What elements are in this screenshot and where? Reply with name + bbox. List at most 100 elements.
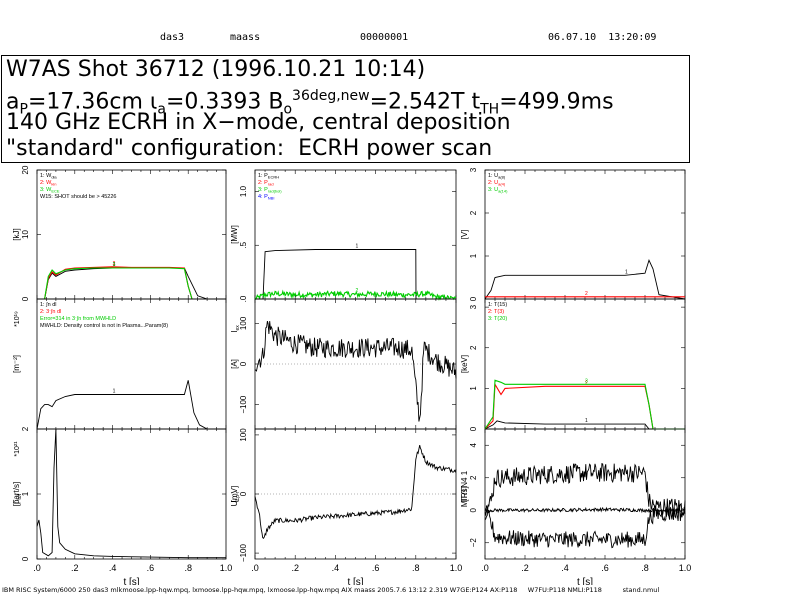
legend-sub-r1c2-3: NBI bbox=[268, 196, 275, 201]
y-tick-label-r3c2: 100 bbox=[239, 428, 248, 442]
series-marker-r2c3-2: 3 bbox=[585, 378, 588, 384]
legend-entry-r1c3-1: 2: Ua(4) bbox=[488, 180, 506, 187]
y-tick-label-r2c3: 1 bbox=[469, 386, 478, 391]
x-axis-label-r3c2: t [s] bbox=[347, 577, 363, 585]
series-line-r1c2-1 bbox=[254, 289, 457, 302]
y-tick-label-r1c2: .0 bbox=[239, 295, 248, 302]
panel-frame-r1c1 bbox=[36, 169, 227, 300]
x-tick-label-r3c3: .6 bbox=[601, 563, 609, 573]
series-line-r2c1-0 bbox=[36, 380, 226, 430]
legend-entry-r2c1-1: 2: 3⋅∫n dl bbox=[40, 309, 61, 315]
y-exponent-r2c1: *10¹⁹ bbox=[14, 311, 21, 327]
x-tick-label-r3c3: .0 bbox=[481, 563, 489, 573]
title-line-3: 140 GHz ECRH in X−mode, central depositi… bbox=[6, 110, 511, 135]
footer-info: IBM RISC System/6000 250 das3 mlkmoose.l… bbox=[2, 586, 660, 594]
series-marker-r1c2-0: 1 bbox=[356, 244, 359, 250]
header-counter: 00000001 bbox=[360, 32, 409, 43]
y-tick-label-r1c3: 3 bbox=[469, 167, 478, 172]
series-line-r3c3-2 bbox=[484, 505, 686, 549]
y-tick-label-r1c1: 10 bbox=[21, 230, 30, 239]
y-tick-label-r1c1: 20 bbox=[21, 165, 30, 174]
series-line-r1c1-1 bbox=[44, 266, 193, 300]
b-value: =2.542T bbox=[369, 89, 465, 115]
title-box: W7AS Shot 36712 (1996.10.21 10:14) aP=17… bbox=[1, 55, 690, 163]
y-tick-label-r3c3: 4 bbox=[469, 442, 478, 447]
legend-entry-r1c1-1: 2: Wkin bbox=[40, 180, 56, 187]
y-axis-label-r2c1: [m⁻²] bbox=[12, 355, 21, 373]
y-tick-label-r2c2: 0 bbox=[239, 361, 248, 366]
y-tick-label-r1c1: 0 bbox=[21, 296, 30, 301]
print-header: das3 maass 00000001 06.07.10 13:20:09 bbox=[0, 0, 792, 50]
x-tick-label-r3c1: .8 bbox=[184, 563, 192, 573]
series-line-r2c2-0 bbox=[254, 320, 457, 422]
legend-entry-r1c2-0: 1: PECRH bbox=[258, 173, 279, 180]
legend-sub-r1c1-1: kin bbox=[51, 182, 56, 187]
legend-entry-r2c1-2: Error=314 in 3⋅∫n from MWHLD bbox=[40, 316, 116, 322]
legend-entry-r1c1-0: 1: Wdia bbox=[40, 173, 57, 180]
series-line-r1c1-0 bbox=[37, 267, 226, 300]
series-marker-r1c2-1: 2 bbox=[356, 288, 359, 294]
y-axis-label-r1c3: [V] bbox=[460, 230, 469, 240]
panel-frame-r1c2 bbox=[254, 169, 457, 300]
title-line-4: "standard" configuration: ECRH power sca… bbox=[6, 136, 493, 161]
legend-entry-r1c2-3: 4: PNBI bbox=[258, 194, 274, 201]
x-axis-label-r3c1: t [s] bbox=[123, 577, 139, 585]
ap-value: =17.36cm bbox=[27, 89, 143, 115]
x-tick-label-r3c1: 1.0 bbox=[220, 563, 233, 573]
title-line-1: W7AS Shot 36712 (1996.10.21 10:14) bbox=[6, 57, 426, 82]
y-tick-label-r1c3: 1 bbox=[469, 253, 478, 258]
series-marker-r1c1-2: 3 bbox=[113, 262, 116, 268]
iota-value: =0.3393 bbox=[165, 89, 262, 115]
series-line-r3c1-0 bbox=[36, 428, 226, 559]
x-tick-label-r3c3: .4 bbox=[561, 563, 569, 573]
header-time: 13:20:09 bbox=[608, 32, 657, 43]
row3-label-r3c3: MIRTN4 1 bbox=[460, 470, 469, 507]
y-tick-label-r3c3: −2 bbox=[469, 538, 478, 548]
x-tick-label-r3c3: .2 bbox=[521, 563, 529, 573]
y-tick-label-r3c1: 2 bbox=[21, 426, 30, 431]
legend-entry-r2c1-3: MWHLD: Density control is not in Plasma.… bbox=[40, 323, 168, 329]
series-marker-r1c1-0: 1 bbox=[113, 262, 116, 268]
y-tick-label-r2c3: 2 bbox=[469, 345, 478, 350]
row2-current-label: Iex bbox=[230, 325, 241, 333]
y-axis-label-r3c1: [part/s] bbox=[12, 482, 21, 506]
series-line-r3c3-1 bbox=[484, 506, 686, 514]
legend-sub-r1c3-1: a(4) bbox=[498, 182, 506, 187]
row3-label-sub-r3c2: Lp-r bbox=[235, 491, 241, 500]
legend-entry-r1c3-2: 3: Ua(14) bbox=[488, 187, 508, 194]
series-marker-r2c1-0: 1 bbox=[113, 388, 116, 394]
b-sub: o bbox=[283, 101, 293, 118]
y-tick-label-r2c2: −100 bbox=[239, 395, 248, 414]
iota-sub: a bbox=[157, 101, 166, 118]
y-axis-label-r2c2: [A] bbox=[230, 359, 239, 369]
legend-entry-r2c3-1: 2: T(3) bbox=[488, 309, 504, 315]
legend-sub-r1c1-0: dia bbox=[51, 175, 57, 180]
title-line-2: aP=17.36cm ιa=0.3393 Bo36deg,new=2.542T … bbox=[6, 84, 614, 122]
x-tick-label-r3c1: .4 bbox=[109, 563, 117, 573]
legend-sub-r1c2-1: rad bbox=[268, 182, 274, 187]
x-axis-label-r3c3: t [s] bbox=[577, 577, 593, 585]
legend-entry-r2c3-0: 1: T(15) bbox=[488, 302, 507, 308]
legend-entry-r1c2-2: 3: Prad(bol) bbox=[258, 187, 282, 194]
y-axis-label-r1c1: [kJ] bbox=[12, 228, 21, 240]
legend-entry-r1c1-3: W15: SHOT should be > 45226 bbox=[40, 194, 117, 200]
y-tick-label-r3c2: 0 bbox=[239, 491, 248, 496]
y-exponent-r3c1: *10²¹ bbox=[14, 441, 21, 457]
series-marker-r2c3-1: 2 bbox=[585, 380, 588, 386]
x-tick-label-r3c2: .0 bbox=[251, 563, 259, 573]
header-user: maass bbox=[230, 32, 261, 43]
series-marker-r1c1-1: 2 bbox=[113, 261, 116, 267]
row3-label-sub-r3c1: tot bbox=[17, 493, 23, 499]
x-tick-label-r3c2: .4 bbox=[332, 563, 340, 573]
row3-label-r3c1: Γtot bbox=[12, 493, 23, 504]
y-axis-label-r1c2: [MW] bbox=[230, 225, 239, 244]
series-line-r3c3-0 bbox=[484, 463, 686, 521]
legend-sub-r1c3-2: a(14) bbox=[498, 189, 508, 194]
panel-frame-r3c1 bbox=[36, 428, 227, 560]
x-tick-label-r3c2: .8 bbox=[412, 563, 420, 573]
legend-entry-r1c1-2: 3: WECE bbox=[40, 187, 60, 194]
series-line-r2c3-2 bbox=[484, 379, 685, 430]
iota-symbol: ι bbox=[149, 89, 158, 115]
series-line-r1c1-2 bbox=[44, 267, 193, 300]
y-tick-label-r2c2: 100 bbox=[239, 316, 248, 330]
